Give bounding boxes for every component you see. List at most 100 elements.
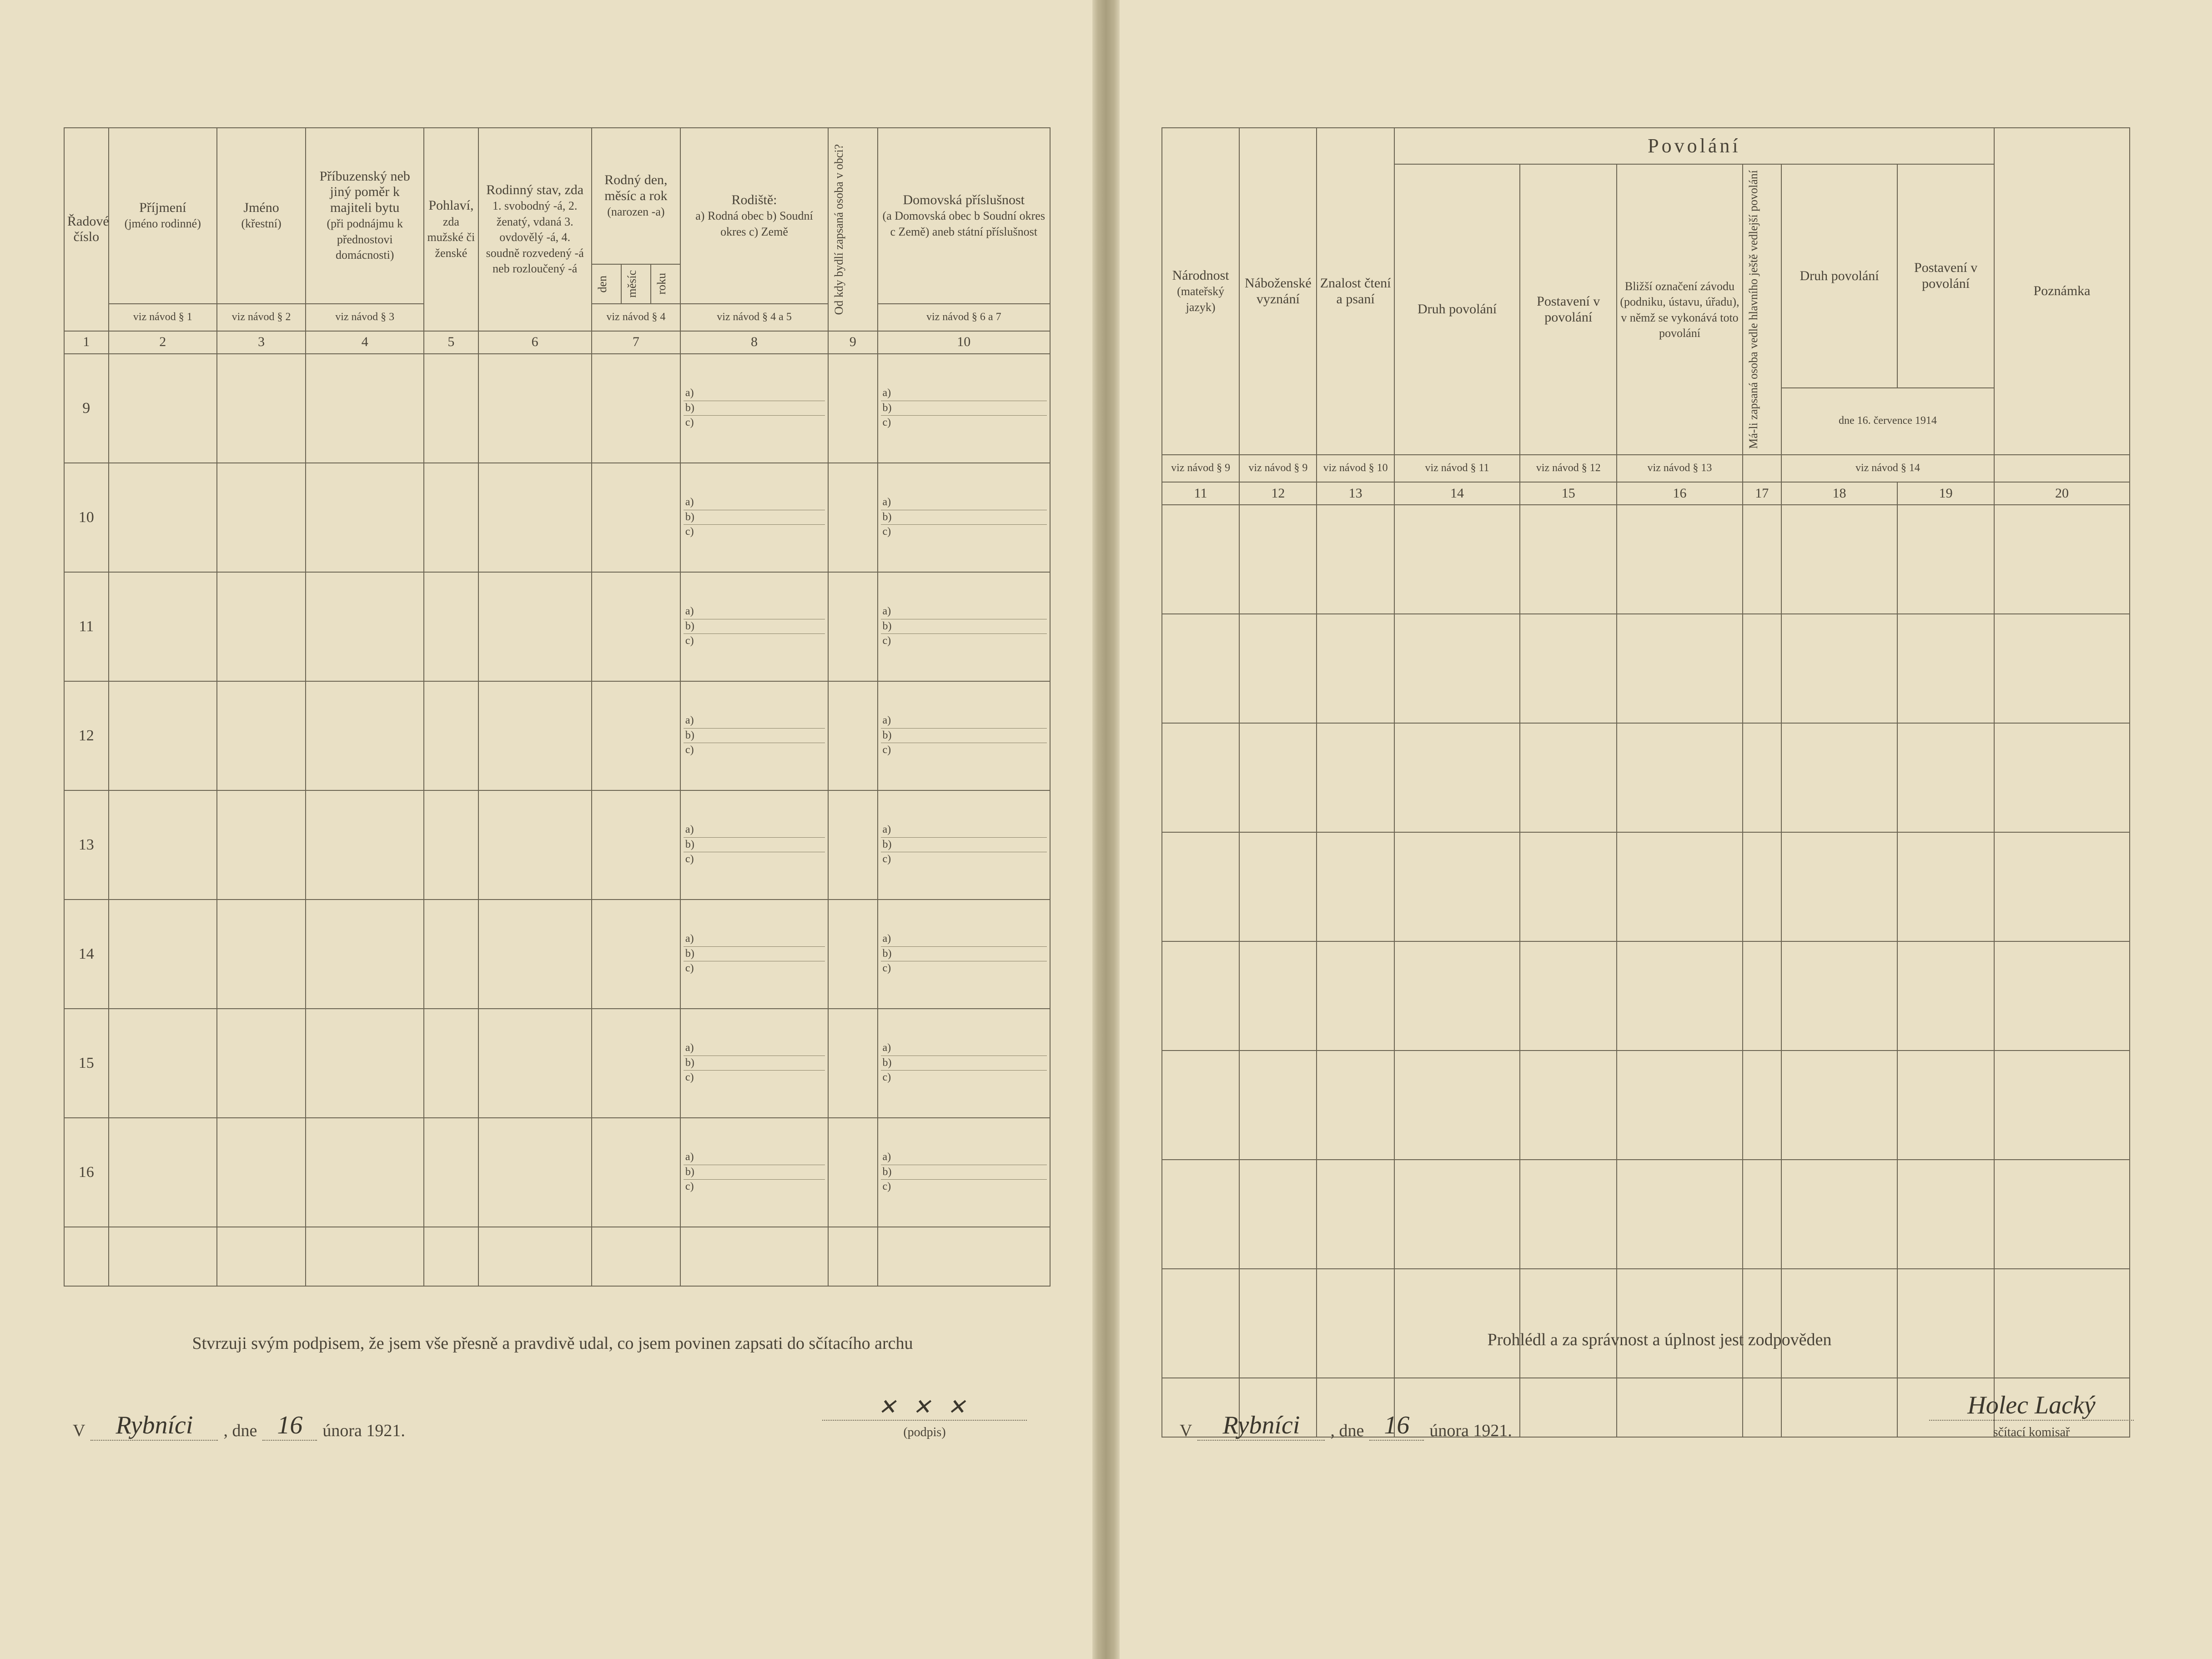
h-c7-roku: roku [651,264,680,304]
cell [1239,723,1317,832]
cell [1520,832,1617,941]
cell [1394,614,1520,723]
left-sigline: V Rybníci , dne 16 února 1921. ✕ ✕ ✕ (po… [73,1394,1032,1441]
cell [306,900,424,1009]
cell-abc: a)b)c) [680,900,828,1009]
ref-c17 [1743,455,1781,482]
cell [1394,1051,1520,1160]
cell [828,354,877,463]
cn-4: 4 [306,331,424,354]
ref-c8: viz návod § 4 a 5 [680,304,828,331]
table-row: 10a)b)c)a)b)c) [64,463,1050,572]
h-c4: Příbuzenský neb jiný poměr k majiteli by… [306,128,424,304]
cell [1520,1160,1617,1269]
right-page: Národnost(mateřský jazyk) Náboženské vyz… [1107,0,2212,1659]
cn-2: 2 [109,331,217,354]
h-c1: Řadové číslo [64,128,109,331]
cell-abc: a)b)c) [878,354,1050,463]
cell [306,572,424,681]
cell [1897,614,1994,723]
rf-sigcap: sčítací komisař [1993,1425,2070,1439]
cell [828,900,877,1009]
h-c2-s: (jméno rodinné) [125,217,201,230]
ref-c7: viz návod § 4 [592,304,680,331]
cn-8: 8 [680,331,828,354]
cell [1781,1051,1897,1160]
cell-abc: a)b)c) [680,1118,828,1227]
cn-15: 15 [1520,482,1617,505]
cell [1317,941,1394,1051]
h-c10-t: Domovská příslušnost [903,192,1025,207]
cell [1994,1051,2130,1160]
cell [217,681,306,790]
row-number: 12 [64,681,109,790]
table-row: 16a)b)c)a)b)c) [64,1118,1050,1227]
cell [1394,505,1520,614]
h-c6-s: 1. svobodný -á, 2. ženatý, vdaná 3. ovdo… [486,199,584,275]
cell [478,681,592,790]
cell [109,790,217,900]
cell [217,790,306,900]
h-c18: Druh povolání [1781,164,1897,388]
rf-day: 16 [1369,1411,1424,1441]
cell [1317,505,1394,614]
h-c10: Domovská příslušnost(a Domovská obec b S… [878,128,1050,304]
cell [1617,1051,1743,1160]
h-c11-t: Národnost [1172,268,1229,283]
cell [828,1118,877,1227]
h-c20: Poznámka [1994,128,2130,455]
h-c5: Pohlaví,zda mužské či ženské [424,128,478,331]
cn-19: 19 [1897,482,1994,505]
h-c7-mesic-t: měsíc [624,266,640,302]
cell [1317,1051,1394,1160]
cell [1994,614,2130,723]
h-c2: Příjmení (jméno rodinné) [109,128,217,304]
rf-sig: Holec Lacký [1929,1391,2134,1421]
cell [1617,614,1743,723]
cell [1743,1160,1781,1269]
table-row [1162,832,2130,941]
cell [217,463,306,572]
cn-12: 12 [1239,482,1317,505]
left-table: Řadové číslo Příjmení(jméno rodinné) Jmé… [64,127,1051,1287]
cn-13: 13 [1317,482,1394,505]
table-row [1162,505,2130,614]
cell [828,1009,877,1118]
cell [1897,1051,1994,1160]
h-c2-t: Příjmení [139,200,186,215]
cell [109,1118,217,1227]
ref-c11: viz návod § 9 [1162,455,1239,482]
right-table: Národnost(mateřský jazyk) Náboženské vyz… [1161,127,2130,1438]
cell [217,900,306,1009]
f-V: V [73,1421,85,1441]
h-c8-t: Rodiště: [732,192,777,207]
h-c7-den: den [592,264,621,304]
h-povolani: Povolání [1394,128,1994,164]
cell [1162,1160,1239,1269]
ref-c16: viz návod § 13 [1617,455,1743,482]
cell [1743,723,1781,832]
book-spread: Řadové číslo Příjmení(jméno rodinné) Jmé… [0,0,2212,1659]
left-form: Řadové číslo Příjmení(jméno rodinné) Jmé… [64,127,1051,1287]
cell-abc: a)b)c) [878,790,1050,900]
table-row: 11a)b)c)a)b)c) [64,572,1050,681]
cell-abc: a)b)c) [680,681,828,790]
cell [109,1009,217,1118]
f-day: 16 [262,1411,317,1441]
cell [478,354,592,463]
h-c9: Od kdy bydlí zapsaná osoba v obci? [828,128,877,331]
table-row [1162,1160,2130,1269]
cell [1520,614,1617,723]
cell [424,900,478,1009]
cell [1239,1051,1317,1160]
cn-11: 11 [1162,482,1239,505]
cell [1394,1160,1520,1269]
cn-14: 14 [1394,482,1520,505]
cell [1994,941,2130,1051]
h-c4-s: (při podnájmu k přednostovi domácnosti) [327,217,403,261]
row-number: 15 [64,1009,109,1118]
rf-dne: , dne [1330,1421,1364,1441]
row-number: 10 [64,463,109,572]
cell [1897,505,1994,614]
cell [478,1009,592,1118]
